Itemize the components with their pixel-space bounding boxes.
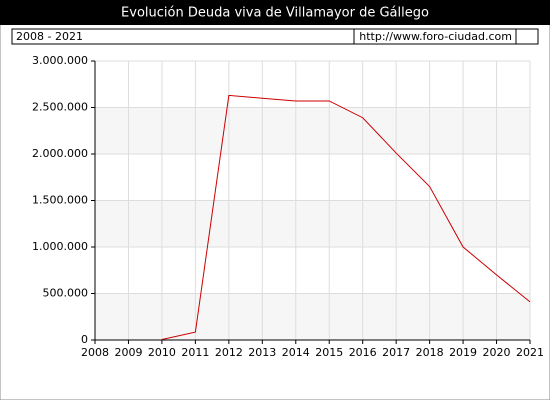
x-tick-label: 2009 bbox=[114, 346, 142, 359]
y-tick-label: 3.000.000 bbox=[32, 54, 88, 67]
grid-band bbox=[95, 107, 530, 154]
x-tick-label: 2010 bbox=[148, 346, 176, 359]
x-tick-label: 2012 bbox=[215, 346, 243, 359]
y-tick-label: 1.000.000 bbox=[32, 240, 88, 253]
grid-band bbox=[95, 200, 530, 247]
x-tick-label: 2016 bbox=[349, 346, 377, 359]
title-bar bbox=[0, 0, 550, 25]
period-label: 2008 - 2021 bbox=[16, 30, 83, 43]
chart-title: Evolución Deuda viva de Villamayor de Gá… bbox=[121, 6, 429, 21]
source-box bbox=[353, 28, 517, 45]
grid-band bbox=[95, 293, 530, 340]
x-tick-label: 2013 bbox=[248, 346, 276, 359]
y-tick-label: 0 bbox=[81, 333, 88, 346]
y-tick-label: 2.000.000 bbox=[32, 147, 88, 160]
x-tick-label: 2008 bbox=[81, 346, 109, 359]
x-tick-label: 2015 bbox=[315, 346, 343, 359]
data-line bbox=[161, 94, 531, 341]
x-tick-label: 2018 bbox=[416, 346, 444, 359]
y-tick-label: 1.500.000 bbox=[32, 194, 88, 207]
x-tick-label: 2021 bbox=[516, 346, 544, 359]
x-tick-label: 2020 bbox=[483, 346, 511, 359]
x-tick-label: 2017 bbox=[382, 346, 410, 359]
y-tick-label: 2.500.000 bbox=[32, 101, 88, 114]
x-tick-label: 2014 bbox=[282, 346, 310, 359]
x-tick-label: 2011 bbox=[181, 346, 209, 359]
x-tick-label: 2019 bbox=[449, 346, 477, 359]
source-label[interactable]: http://www.foro-ciudad.com bbox=[359, 30, 512, 43]
y-tick-label: 500.000 bbox=[43, 287, 89, 300]
